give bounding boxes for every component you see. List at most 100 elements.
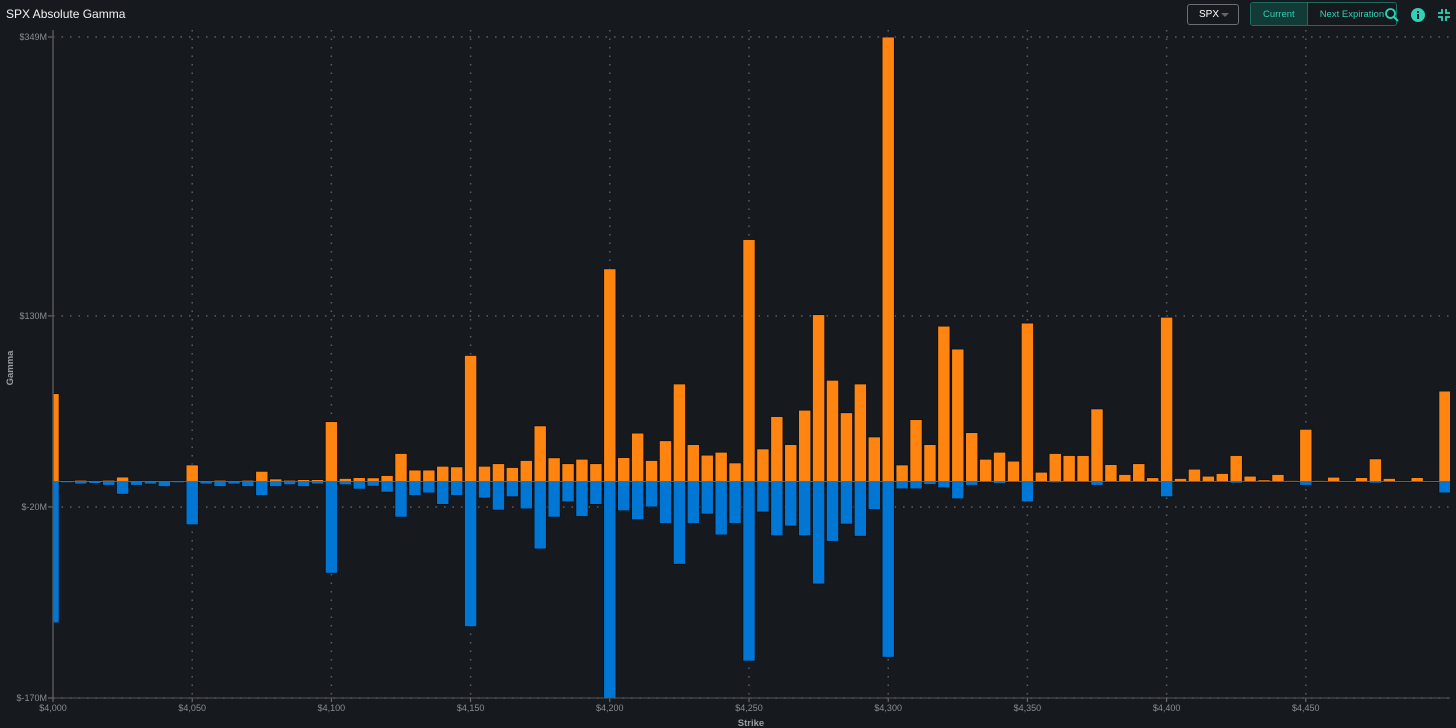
call-gamma-bar [617, 457, 631, 482]
put-gamma-bar [1299, 481, 1313, 486]
call-gamma-bar [1410, 477, 1424, 482]
put-gamma-bar [505, 481, 519, 498]
call-gamma-bar [770, 416, 784, 482]
call-gamma-bar [993, 451, 1007, 482]
put-gamma-bar [798, 481, 812, 537]
call-gamma-bar [1076, 455, 1090, 482]
call-gamma-bar [1299, 428, 1313, 482]
call-gamma-bar [1104, 464, 1118, 482]
call-gamma-bar [812, 314, 826, 482]
put-gamma-bar [700, 481, 714, 515]
call-gamma-bar [422, 469, 436, 482]
call-gamma-bar [185, 464, 199, 482]
put-gamma-bar [394, 481, 408, 518]
expiration-toggle: Current Next Expiration [1250, 2, 1398, 26]
call-gamma-bar [1201, 475, 1215, 482]
call-gamma-bar [714, 451, 728, 482]
put-gamma-bar [464, 481, 478, 628]
call-gamma-bar [645, 460, 659, 482]
search-icon[interactable] [1384, 7, 1400, 23]
put-gamma-bar [380, 481, 394, 493]
call-gamma-bar [951, 348, 965, 482]
put-gamma-bar [1160, 481, 1174, 498]
put-gamma-bar [1438, 481, 1450, 494]
call-gamma-bar [547, 457, 561, 482]
symbol-value: SPX [1199, 9, 1220, 20]
put-gamma-bar [269, 481, 283, 487]
y-tick-label: $-20M [21, 502, 47, 512]
toggle-current[interactable]: Current [1251, 3, 1308, 25]
put-gamma-bar [408, 481, 422, 496]
put-gamma-bar [519, 481, 533, 510]
put-gamma-bar [324, 481, 338, 574]
call-gamma-bar [798, 409, 812, 482]
put-gamma-bar [436, 481, 450, 505]
call-gamma-bar [672, 383, 686, 482]
put-gamma-bar [825, 481, 840, 542]
put-gamma-bar [561, 481, 575, 503]
symbol-dropdown[interactable]: SPX [1187, 4, 1239, 25]
put-gamma-bar [297, 481, 311, 487]
put-gamma-bar [1090, 481, 1104, 486]
call-gamma-bar [1382, 478, 1396, 482]
x-tick-label: $4,350 [1014, 703, 1042, 713]
put-gamma-bar [157, 481, 171, 487]
x-tick-label: $4,300 [874, 703, 902, 713]
put-gamma-bar [923, 481, 937, 485]
collapse-icon[interactable] [1436, 7, 1452, 23]
put-gamma-bar [547, 481, 561, 518]
put-gamma-bar [965, 481, 979, 486]
put-gamma-bar [909, 481, 923, 490]
put-gamma-bar [645, 481, 659, 508]
call-gamma-bar [561, 463, 575, 482]
call-gamma-bar [533, 425, 547, 482]
toggle-next-expiration[interactable]: Next Expiration [1319, 8, 1385, 20]
y-axis-title: Gamma [5, 350, 16, 386]
call-gamma-bar [853, 383, 867, 482]
call-gamma-bar [1187, 468, 1201, 482]
put-gamma-bar [937, 481, 951, 489]
call-gamma-bar [1243, 475, 1257, 482]
call-gamma-bar [658, 440, 673, 482]
put-gamma-bar [839, 481, 853, 525]
put-gamma-bar [603, 481, 617, 699]
call-gamma-bar [519, 460, 533, 482]
put-gamma-bar [881, 481, 895, 658]
call-gamma-bar [1354, 477, 1369, 482]
put-gamma-bar [129, 481, 144, 486]
info-icon[interactable] [1410, 7, 1426, 23]
x-tick-label: $4,100 [318, 703, 346, 713]
call-gamma-bar [728, 462, 742, 482]
call-gamma-bar [450, 466, 464, 482]
x-tick-label: $4,400 [1153, 703, 1181, 713]
call-gamma-bar [1034, 471, 1048, 482]
put-gamma-bar [742, 481, 756, 662]
put-gamma-bar [477, 481, 492, 499]
call-gamma-bar [756, 448, 770, 482]
call-gamma-bar [1438, 390, 1450, 482]
call-gamma-bar [979, 458, 993, 482]
call-gamma-bar [53, 393, 60, 482]
put-gamma-bar [450, 481, 464, 496]
call-gamma-bar [491, 463, 505, 482]
put-gamma-bar [631, 481, 645, 521]
call-gamma-bar [1271, 474, 1285, 482]
call-gamma-bar [464, 355, 478, 482]
put-gamma-bar [241, 481, 255, 487]
put-gamma-bar [491, 481, 505, 511]
put-gamma-bar [658, 481, 673, 524]
put-gamma-bar [784, 481, 798, 527]
call-gamma-bar [937, 325, 951, 482]
call-gamma-bar [505, 467, 519, 482]
put-gamma-bar [338, 481, 352, 486]
put-gamma-bar [352, 481, 366, 490]
call-gamma-bar [1090, 408, 1104, 482]
call-gamma-bar [909, 419, 923, 482]
call-gamma-bar [1160, 316, 1174, 482]
put-gamma-bar [951, 481, 965, 500]
chart-title: SPX Absolute Gamma [6, 7, 126, 21]
put-gamma-bar [812, 481, 826, 585]
put-gamma-bar [102, 481, 116, 486]
call-gamma-bar [700, 454, 714, 482]
put-gamma-bar [53, 481, 60, 624]
